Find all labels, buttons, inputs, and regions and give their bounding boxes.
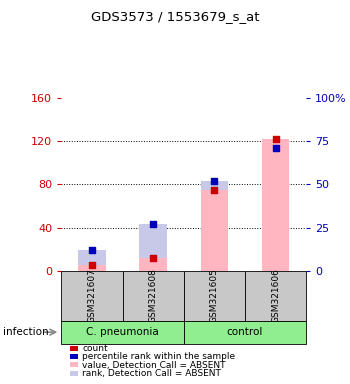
Bar (201, 181, 228, 271)
Bar (61, 271, 122, 321)
Text: count: count (82, 344, 108, 353)
Text: value, Detection Call = ABSENT: value, Detection Call = ABSENT (82, 361, 226, 370)
Bar (184, 321, 306, 344)
Point (211, 187, 217, 193)
Point (273, 136, 279, 142)
Text: C. pneumonia: C. pneumonia (86, 327, 159, 337)
Bar (184, 271, 245, 321)
Point (150, 221, 156, 227)
Point (89, 247, 95, 253)
Bar (262, 148, 289, 271)
Point (211, 178, 217, 184)
Point (150, 255, 156, 261)
Bar (139, 258, 167, 271)
Bar (201, 190, 228, 271)
Text: control: control (227, 327, 263, 337)
Text: percentile rank within the sample: percentile rank within the sample (82, 352, 235, 361)
Text: infection: infection (4, 327, 49, 337)
Bar (78, 265, 106, 271)
Text: GSM321606: GSM321606 (271, 268, 280, 323)
Bar (122, 271, 184, 321)
Bar (61, 321, 184, 344)
Text: GSM321605: GSM321605 (210, 268, 219, 323)
Bar (139, 224, 167, 271)
Text: GDS3573 / 1553679_s_at: GDS3573 / 1553679_s_at (91, 10, 259, 23)
Text: GSM321607: GSM321607 (88, 268, 96, 323)
Bar (245, 271, 306, 321)
Point (273, 145, 279, 151)
Bar (78, 250, 106, 271)
Text: GSM321608: GSM321608 (149, 268, 158, 323)
Point (89, 262, 95, 268)
Text: rank, Detection Call = ABSENT: rank, Detection Call = ABSENT (82, 369, 221, 378)
Bar (262, 139, 289, 271)
